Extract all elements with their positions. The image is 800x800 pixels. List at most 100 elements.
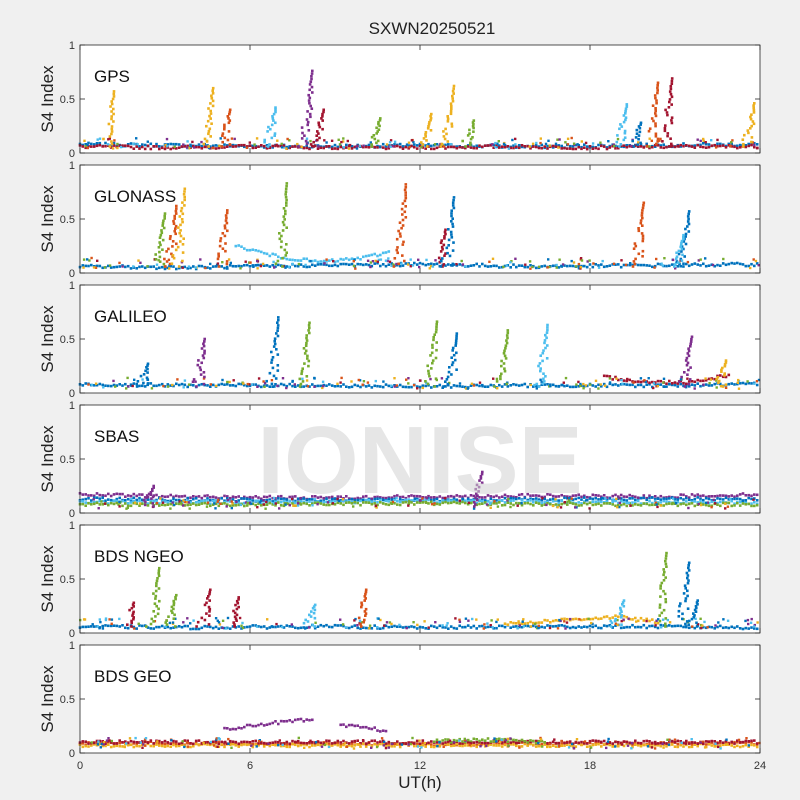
data-point [98,627,101,630]
data-point [435,143,439,146]
data-point [194,266,198,269]
data-point [665,385,668,388]
data-point [693,626,697,630]
data-point [112,499,116,503]
data-point [81,143,85,147]
data-point [505,382,509,386]
data-point [707,145,711,149]
data-point [637,141,640,144]
data-point [209,504,212,508]
data-point [110,132,113,136]
data-point [440,142,444,146]
data-point [172,497,175,500]
data-point [502,265,505,269]
data-point [231,145,235,148]
data-point [602,374,606,378]
data-point [271,144,274,148]
data-point [172,617,176,620]
data-point [679,243,683,247]
data-point [652,119,655,123]
data-point [285,204,288,207]
data-point [135,385,139,388]
data-point [574,503,578,506]
data-point [719,142,722,146]
data-point [233,625,236,628]
scintillation-spike [473,470,484,508]
data-point [106,143,110,146]
data-point [308,385,311,388]
data-point [724,386,728,389]
data-point [721,262,725,265]
data-point [174,617,177,620]
data-point [537,502,541,505]
data-point [361,621,364,624]
data-point [180,206,184,210]
data-point [690,383,694,386]
data-point [272,374,276,378]
data-point [653,497,657,501]
data-point [149,147,153,151]
data-point [614,622,618,625]
data-point [495,377,499,381]
data-point [415,494,419,498]
data-point [338,143,342,146]
data-point [109,501,113,505]
data-point [199,373,203,376]
data-point [309,104,312,108]
data-point [602,494,606,497]
data-point [423,620,426,623]
data-point [113,139,116,142]
data-point [160,494,164,498]
data-point [124,382,127,386]
data-point [489,383,493,387]
data-point [230,500,233,503]
data-point [192,497,195,501]
data-point [158,266,161,270]
data-point [506,336,509,340]
data-point [669,145,673,148]
data-point [299,741,303,745]
data-point [563,617,566,621]
data-point [687,626,691,630]
data-point [364,614,367,617]
data-point [483,385,487,388]
data-point [268,146,272,150]
data-point [379,258,383,261]
data-point [500,499,504,502]
data-point [274,377,278,380]
data-point [435,146,439,150]
data-point [421,501,425,504]
data-point [302,265,306,268]
data-point [158,241,161,244]
data-point [183,187,187,191]
data-point [466,499,470,503]
data-point [430,503,434,506]
data-point [511,138,514,142]
data-point [321,112,324,116]
data-point [753,493,756,496]
data-point [146,383,149,387]
data-point [118,625,121,628]
data-point [223,494,226,498]
data-point [692,616,696,619]
data-point [143,503,147,507]
scintillation-spike [424,320,439,388]
data-point [709,378,713,381]
data-point [328,259,331,262]
data-point [389,139,393,142]
data-point [211,383,215,387]
data-point [670,77,674,80]
data-point [155,743,158,746]
data-point [271,500,274,503]
data-point [602,624,606,627]
data-point [433,385,436,388]
data-point [330,147,334,151]
data-point [469,743,473,746]
data-point [599,141,602,144]
data-point [245,263,249,267]
data-point [540,625,544,629]
data-point [244,260,247,263]
data-point [273,340,276,343]
data-point [356,501,359,505]
data-point [333,743,337,746]
